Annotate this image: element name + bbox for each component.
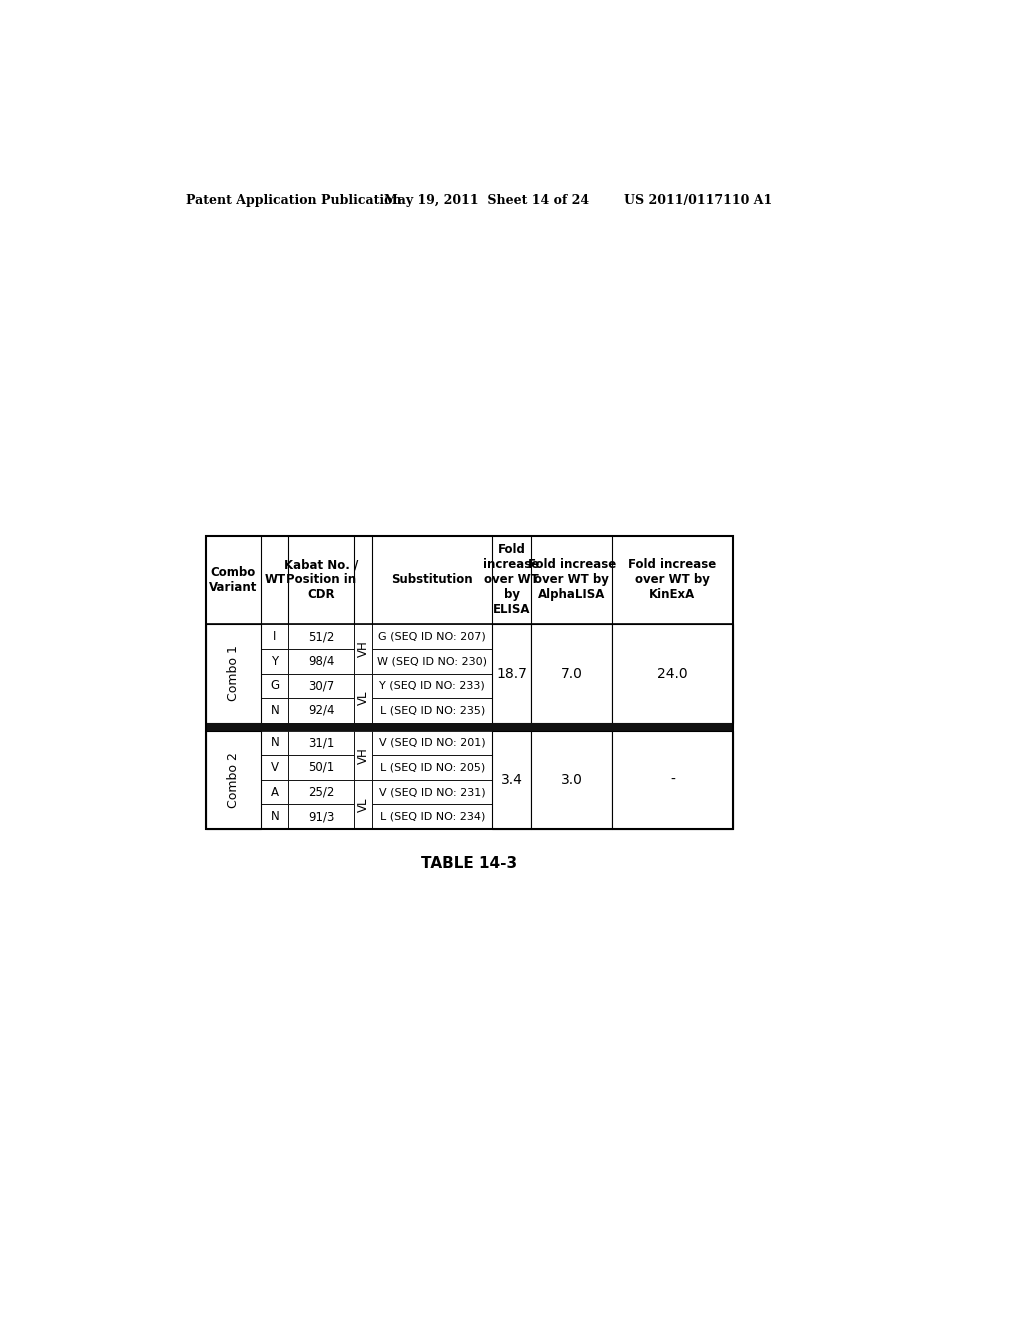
Text: V: V (271, 760, 279, 774)
Bar (261, 698, 289, 723)
Text: Y: Y (271, 655, 279, 668)
Text: 51/2: 51/2 (308, 630, 335, 643)
Text: WT: WT (264, 573, 286, 586)
Text: N: N (270, 810, 280, 824)
Text: N: N (270, 704, 280, 717)
Text: V (SEQ ID NO: 201): V (SEQ ID NO: 201) (379, 738, 485, 748)
Text: L (SEQ ID NO: 205): L (SEQ ID NO: 205) (380, 763, 484, 772)
Bar (261, 624, 289, 649)
Bar (372, 698, 493, 723)
Bar (354, 730, 372, 780)
Bar (289, 730, 354, 755)
Text: May 19, 2011  Sheet 14 of 24: May 19, 2011 Sheet 14 of 24 (384, 194, 589, 207)
Bar (206, 536, 732, 624)
Text: L (SEQ ID NO: 234): L (SEQ ID NO: 234) (380, 812, 485, 822)
Text: TABLE 14-3: TABLE 14-3 (421, 857, 517, 871)
Bar (531, 624, 612, 723)
Text: VH: VH (356, 747, 370, 763)
Text: Kabat No. /
Position in
CDR: Kabat No. / Position in CDR (285, 558, 358, 602)
Bar (289, 780, 354, 804)
Text: Patent Application Publication: Patent Application Publication (186, 194, 401, 207)
Text: Combo 1: Combo 1 (227, 645, 240, 701)
Bar (372, 624, 493, 649)
Text: I: I (273, 630, 276, 643)
Text: Fold
increase
over WT
by
ELISA: Fold increase over WT by ELISA (483, 544, 540, 616)
Bar (261, 730, 289, 755)
Bar (372, 649, 493, 673)
Text: V (SEQ ID NO: 231): V (SEQ ID NO: 231) (379, 787, 485, 797)
Text: 31/1: 31/1 (308, 737, 335, 750)
Bar (261, 780, 289, 804)
Text: VL: VL (356, 690, 370, 705)
Text: 50/1: 50/1 (308, 760, 335, 774)
Bar (372, 755, 493, 780)
Text: 30/7: 30/7 (308, 680, 335, 693)
Text: W (SEQ ID NO: 230): W (SEQ ID NO: 230) (377, 656, 487, 667)
Bar (372, 730, 493, 755)
Bar (612, 730, 732, 829)
Bar (289, 755, 354, 780)
Text: Combo
Variant: Combo Variant (209, 566, 258, 594)
Text: Fold increase
over WT by
AlphaLISA: Fold increase over WT by AlphaLISA (527, 558, 615, 602)
Bar (354, 780, 372, 829)
Text: 25/2: 25/2 (308, 785, 335, 799)
Bar (289, 698, 354, 723)
Text: Combo 2: Combo 2 (227, 752, 240, 808)
Bar (354, 673, 372, 723)
Bar (289, 624, 354, 649)
Bar (261, 649, 289, 673)
Bar (493, 624, 531, 723)
Text: 98/4: 98/4 (308, 655, 335, 668)
Text: VL: VL (356, 797, 370, 812)
Bar (206, 730, 261, 829)
Text: Substitution: Substitution (391, 573, 473, 586)
Bar (372, 780, 493, 804)
Bar (493, 730, 531, 829)
Text: Fold increase
over WT by
KinExA: Fold increase over WT by KinExA (629, 558, 717, 602)
Text: US 2011/0117110 A1: US 2011/0117110 A1 (624, 194, 772, 207)
Text: 92/4: 92/4 (308, 704, 335, 717)
Bar (372, 804, 493, 829)
Text: 91/3: 91/3 (308, 810, 335, 824)
Text: VH: VH (356, 640, 370, 657)
Text: N: N (270, 737, 280, 750)
Text: Y (SEQ ID NO: 233): Y (SEQ ID NO: 233) (379, 681, 485, 690)
Text: A: A (271, 785, 279, 799)
Text: L (SEQ ID NO: 235): L (SEQ ID NO: 235) (380, 705, 484, 715)
Text: 24.0: 24.0 (657, 667, 688, 681)
Text: -: - (670, 772, 675, 787)
Bar (261, 804, 289, 829)
Text: 3.4: 3.4 (501, 772, 522, 787)
Bar (289, 673, 354, 698)
Text: 7.0: 7.0 (561, 667, 583, 681)
Bar (289, 649, 354, 673)
Bar (206, 624, 261, 723)
Text: 3.0: 3.0 (561, 772, 583, 787)
Bar (261, 673, 289, 698)
Bar (206, 723, 732, 730)
Bar (531, 730, 612, 829)
Text: G (SEQ ID NO: 207): G (SEQ ID NO: 207) (378, 631, 486, 642)
Text: 18.7: 18.7 (497, 667, 527, 681)
Bar (354, 624, 372, 673)
Bar (206, 536, 732, 829)
Bar (289, 804, 354, 829)
Bar (261, 755, 289, 780)
Bar (612, 624, 732, 723)
Bar (372, 673, 493, 698)
Text: G: G (270, 680, 280, 693)
